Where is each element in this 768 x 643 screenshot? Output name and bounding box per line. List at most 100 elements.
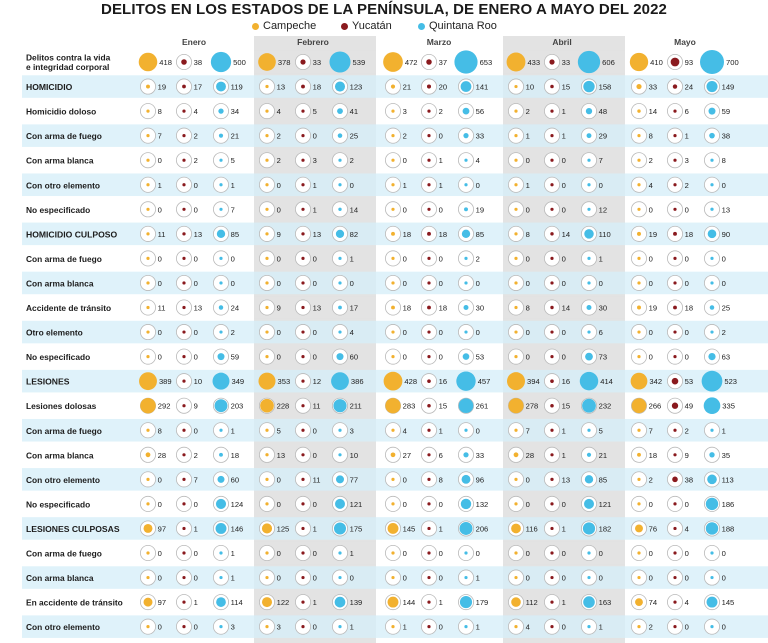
- bubble-quintana-roo: [219, 452, 223, 457]
- bubble-yucatan: [550, 134, 554, 138]
- bubble-campeche: [391, 305, 395, 310]
- bubble-quintana-roo: [458, 398, 474, 414]
- bubble-quintana-roo: [587, 428, 591, 432]
- bubble-campeche: [514, 207, 518, 211]
- bubble-campeche: [146, 502, 150, 506]
- value-label: 4: [685, 598, 689, 607]
- value-label: 2: [350, 156, 354, 165]
- bubble-yucatan: [301, 404, 305, 408]
- value-label: 114: [231, 598, 243, 607]
- value-label: 14: [350, 205, 358, 214]
- bubble-campeche: [265, 109, 269, 113]
- bubble-quintana-roo: [587, 183, 591, 187]
- value-label: 0: [313, 132, 317, 141]
- bubble-yucatan: [671, 377, 679, 385]
- bubble-quintana-roo: [710, 330, 714, 334]
- value-label: 60: [350, 353, 358, 362]
- bubble-quintana-roo: [216, 229, 226, 239]
- value-label: 163: [599, 598, 612, 607]
- value-label: 500: [233, 58, 246, 67]
- value-label: 1: [562, 132, 566, 141]
- value-label: 9: [277, 304, 281, 313]
- bubble-yucatan: [182, 330, 186, 334]
- value-label: 0: [277, 279, 281, 288]
- bubble-campeche: [391, 355, 395, 359]
- value-label: 2: [277, 156, 281, 165]
- bubble-quintana-roo: [583, 596, 595, 608]
- bubble-campeche: [140, 397, 156, 414]
- bubble-yucatan: [301, 134, 305, 138]
- bubble-yucatan: [301, 502, 305, 506]
- bubble-quintana-roo: [219, 281, 223, 285]
- value-label: 0: [526, 254, 530, 263]
- value-label: 139: [350, 598, 363, 607]
- bubble-campeche: [514, 551, 518, 555]
- bubble-yucatan: [301, 232, 305, 236]
- value-label: 5: [599, 426, 603, 435]
- bubble-campeche: [511, 523, 521, 534]
- value-label: 203: [231, 402, 244, 411]
- bubble-campeche: [514, 256, 518, 260]
- row-label: Con arma blanca: [26, 573, 94, 583]
- value-label: 0: [194, 549, 198, 558]
- value-label: 0: [649, 353, 653, 362]
- value-label: 0: [526, 156, 530, 165]
- bubble-yucatan: [301, 625, 305, 629]
- value-label: 1: [313, 524, 317, 533]
- value-label: 0: [277, 181, 281, 190]
- bubble-quintana-roo: [464, 183, 468, 187]
- bubble-yucatan: [550, 526, 554, 531]
- bubble-yucatan: [426, 84, 432, 89]
- value-label: 4: [350, 328, 354, 337]
- bubble-yucatan: [673, 502, 677, 506]
- value-label: 0: [277, 574, 281, 583]
- bubble-yucatan: [427, 379, 431, 383]
- value-label: 85: [231, 230, 239, 239]
- bubble-campeche: [265, 281, 269, 285]
- bubble-campeche: [637, 330, 641, 334]
- value-label: 0: [685, 328, 689, 337]
- bubble-campeche: [635, 598, 643, 607]
- value-label: 38: [194, 58, 202, 67]
- value-label: 14: [562, 304, 570, 313]
- bubble-yucatan: [427, 158, 431, 162]
- value-label: 389: [159, 377, 172, 386]
- value-label: 4: [194, 107, 198, 116]
- bubble-yucatan: [550, 453, 554, 457]
- bubble-quintana-roo: [334, 596, 346, 608]
- bubble-yucatan: [550, 502, 554, 506]
- value-label: 0: [526, 574, 530, 583]
- value-label: 76: [649, 524, 657, 533]
- value-label: 472: [405, 58, 418, 67]
- value-label: 0: [158, 574, 162, 583]
- bubble-yucatan: [550, 183, 554, 187]
- bubble-campeche: [514, 625, 518, 629]
- legend-label-campeche: Campeche: [263, 20, 317, 32]
- bubble-quintana-roo: [338, 281, 342, 285]
- value-label: 0: [685, 279, 689, 288]
- bubble-campeche: [146, 305, 150, 310]
- value-label: 0: [476, 549, 480, 558]
- bubble-campeche: [637, 551, 641, 555]
- value-label: 25: [350, 132, 358, 141]
- bubble-campeche: [146, 330, 150, 334]
- value-label: 0: [231, 279, 235, 288]
- value-label: 0: [439, 132, 443, 141]
- value-label: 1: [350, 254, 354, 263]
- value-label: 0: [562, 574, 566, 583]
- bubble-quintana-roo: [335, 229, 345, 238]
- value-label: 0: [599, 181, 603, 190]
- month-header-febrero: Febrero: [297, 37, 329, 47]
- value-label: 523: [724, 377, 737, 386]
- bubble-quintana-roo: [585, 352, 593, 361]
- value-label: 18: [439, 230, 447, 239]
- value-label: 16: [562, 377, 570, 386]
- bubble-yucatan: [550, 551, 554, 555]
- value-label: 0: [476, 328, 480, 337]
- bubble-quintana-roo: [587, 330, 591, 334]
- bubble-quintana-roo: [586, 452, 592, 457]
- value-label: 0: [685, 623, 689, 632]
- bubble-yucatan: [550, 330, 554, 334]
- value-label: 53: [476, 353, 484, 362]
- bubble-yucatan: [182, 379, 186, 383]
